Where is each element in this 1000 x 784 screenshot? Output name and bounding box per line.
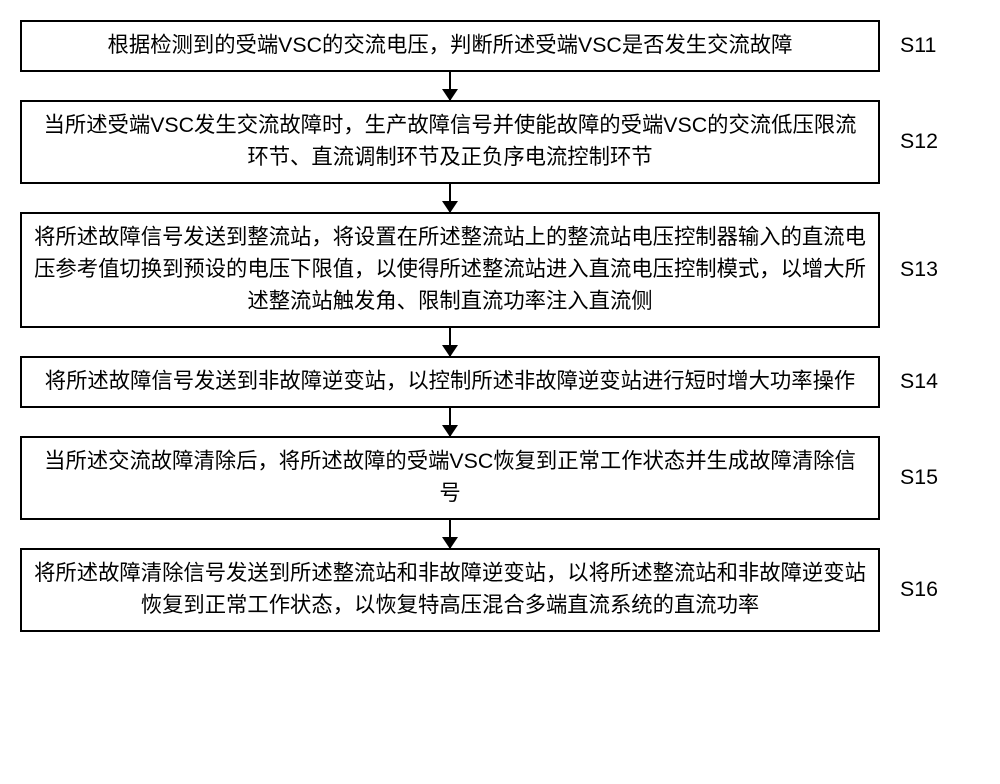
flow-step-row: 当所述交流故障清除后，将所述故障的受端VSC恢复到正常工作状态并生成故障清除信号… [20, 436, 980, 520]
flow-arrow [20, 328, 880, 356]
flow-step-box: 根据检测到的受端VSC的交流电压，判断所述受端VSC是否发生交流故障 [20, 20, 880, 72]
flowchart-container: 根据检测到的受端VSC的交流电压，判断所述受端VSC是否发生交流故障 S11 当所述… [20, 20, 980, 632]
flow-step-label: S15 [900, 465, 938, 490]
flow-step-row: 当所述受端VSC发生交流故障时，生产故障信号并使能故障的受端VSC的交流低压限流… [20, 100, 980, 184]
flow-step-box: 当所述受端VSC发生交流故障时，生产故障信号并使能故障的受端VSC的交流低压限流… [20, 100, 880, 184]
flow-step-row: 将所述故障信号发送到整流站，将设置在所述整流站上的整流站电压控制器输入的直流电压… [20, 212, 980, 328]
flow-step-label: S16 [900, 577, 938, 602]
flow-step-label: S11 [900, 33, 936, 58]
flow-step-box: 当所述交流故障清除后，将所述故障的受端VSC恢复到正常工作状态并生成故障清除信号 [20, 436, 880, 520]
flow-arrow [20, 72, 880, 100]
flow-step-label: S13 [900, 257, 938, 282]
flow-arrow [20, 408, 880, 436]
flow-step-box: 将所述故障信号发送到整流站，将设置在所述整流站上的整流站电压控制器输入的直流电压… [20, 212, 880, 328]
flow-arrow [20, 184, 880, 212]
flow-step-row: 将所述故障清除信号发送到所述整流站和非故障逆变站，以将所述整流站和非故障逆变站恢… [20, 548, 980, 632]
flow-step-box: 将所述故障信号发送到非故障逆变站，以控制所述非故障逆变站进行短时增大功率操作 [20, 356, 880, 408]
flow-step-row: 将所述故障信号发送到非故障逆变站，以控制所述非故障逆变站进行短时增大功率操作 S1… [20, 356, 980, 408]
flow-step-box: 将所述故障清除信号发送到所述整流站和非故障逆变站，以将所述整流站和非故障逆变站恢… [20, 548, 880, 632]
flow-arrow [20, 520, 880, 548]
flow-step-label: S14 [900, 369, 938, 394]
flow-step-row: 根据检测到的受端VSC的交流电压，判断所述受端VSC是否发生交流故障 S11 [20, 20, 980, 72]
flow-step-label: S12 [900, 129, 938, 154]
